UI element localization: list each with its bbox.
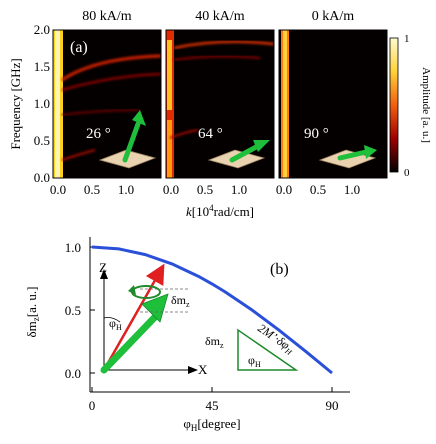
inset-arrow-90: [318, 145, 377, 169]
x-tick-a3: 1.0: [344, 182, 360, 197]
x-tick-a1: 0.0: [50, 182, 66, 197]
ylabel-b-unit: [a. u.]: [24, 287, 39, 318]
panel-a-ylabel: Frequency [GHz]: [8, 58, 23, 149]
x-tick-a2: 1.0: [231, 182, 247, 197]
ylabel-b-main: δm: [24, 321, 39, 337]
dmz-label: δmz: [171, 293, 190, 309]
inset-arrow-64: [207, 140, 270, 169]
panel-b-xlabel: φH[degree]: [183, 416, 240, 433]
ylabel-b-sub: z: [31, 317, 41, 321]
heatmap-40kA: [166, 30, 274, 178]
angle-label-90: 90 °: [304, 126, 329, 142]
y-tick-a: 1.0: [34, 96, 50, 111]
panel-b-axes: [89, 237, 350, 393]
xlabel-b-unit: [degree]: [197, 416, 240, 431]
angle-label-64: 64 °: [198, 126, 223, 142]
inset-arrow-26: [98, 110, 157, 169]
tri-dmz: δmz: [205, 334, 224, 350]
tri-phi: φH: [248, 353, 261, 369]
inset-schematic: Z X φH δmz δmz φH 2M’·δφH: [99, 260, 299, 377]
y-tick-b: 0.0: [65, 366, 81, 381]
panel-a-title-1: 80 kA/m: [82, 9, 132, 24]
tri-dmz-main: δm: [205, 334, 221, 348]
y-tick-b: 1.0: [65, 240, 81, 255]
x-tick-b: 0: [89, 398, 96, 413]
colorbar: 1 0 Amplitude [a. u.]: [389, 33, 432, 179]
panel-b-y-ticks: 1.0 0.5 0.0: [65, 240, 81, 381]
phi-label: φH: [109, 316, 122, 332]
panel-b-ylabel: δmz[a. u.]: [24, 287, 41, 338]
colorbar-tick-max: 1: [404, 33, 410, 45]
xlabel-b-main: φ: [183, 416, 191, 431]
x-tick-a2: 0.0: [163, 182, 179, 197]
panel-a-xlabel: k[104rad/cm]: [186, 203, 254, 219]
xlabel-b-sub: H: [191, 423, 198, 433]
series-line: [91, 245, 333, 375]
xlabel-rest: [10: [192, 204, 209, 219]
x-tick-b: 90: [326, 398, 339, 413]
x-tick-a3: 0.5: [310, 182, 326, 197]
y-tick-a: 0.0: [34, 170, 50, 185]
panel-b-label: (b): [270, 261, 289, 278]
dmz-main: δm: [171, 293, 187, 307]
axis-x-label: X: [198, 362, 208, 377]
tri-phi-main: φ: [248, 353, 255, 367]
panel-a-title-2: 40 kA/m: [195, 9, 245, 24]
angle-label-26: 26 °: [86, 126, 111, 142]
panel-a-title-3: 0 kA/m: [312, 9, 355, 24]
tri-hyp-sub: H: [283, 346, 295, 358]
x-tick-a1: 1.0: [118, 182, 134, 197]
dmz-sub: z: [186, 300, 190, 309]
x-tick-a3: 0.0: [276, 182, 292, 197]
phi-sub: H: [116, 323, 122, 332]
colorbar-label: Amplitude [a. u.]: [420, 67, 432, 143]
panel-b-series: [91, 245, 333, 375]
panel-a-y-axis: 2.0 1.5 1.0 0.5 0.0: [34, 22, 50, 185]
y-tick-b: 0.5: [65, 303, 81, 318]
xlabel-unit: rad/cm]: [214, 204, 254, 219]
panel-b-x-ticks: 0 45 90: [89, 398, 339, 413]
tri-phi-sub: H: [255, 360, 261, 369]
xlabel-k: k: [186, 204, 192, 219]
xlabel-sup: 4: [209, 203, 214, 213]
y-tick-a: 0.5: [34, 133, 50, 148]
colorbar-tick-min: 0: [404, 167, 410, 179]
y-tick-a: 1.5: [34, 59, 50, 74]
phi-main: φ: [109, 316, 116, 330]
x-tick-a2: 0.5: [197, 182, 213, 197]
panel-a-x-axis: 0.0 0.5 1.0 0.0 0.5 1.0 0.0 0.5 1.0: [50, 182, 360, 197]
panel-a-label: (a): [70, 39, 88, 56]
tri-dmz-sub: z: [220, 341, 224, 350]
axis-z-label: Z: [99, 260, 107, 275]
x-tick-a1: 0.5: [84, 182, 100, 197]
y-tick-a: 2.0: [34, 22, 50, 37]
heatmap-80kA: [53, 30, 161, 178]
x-tick-b: 45: [206, 398, 219, 413]
